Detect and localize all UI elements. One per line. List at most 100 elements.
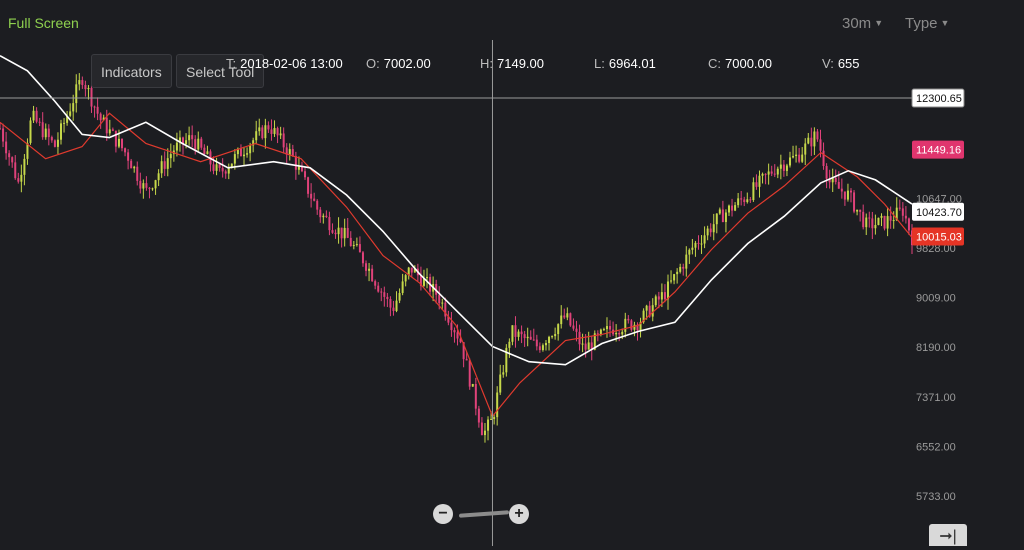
candle-body: [44, 128, 47, 138]
candle-body: [676, 271, 679, 275]
candle-body: [660, 292, 663, 300]
candle-body: [737, 198, 740, 206]
chevron-down-icon: ▼: [874, 18, 884, 28]
candle-body: [889, 216, 892, 221]
candle-body: [502, 372, 505, 375]
candle-body: [282, 133, 285, 148]
ma-slow-line: [0, 54, 913, 366]
candle-body: [252, 140, 255, 146]
candle-body: [276, 128, 279, 136]
candle-body: [236, 148, 239, 155]
candle-body: [700, 243, 703, 245]
candle-body: [731, 205, 734, 211]
exit-icon[interactable]: ➞|: [929, 524, 967, 546]
candle-body: [23, 158, 26, 175]
candle-body: [532, 339, 535, 341]
candle-body: [727, 205, 730, 213]
moving-average-layer: [0, 54, 913, 418]
candle-body: [691, 247, 694, 250]
candle-body: [249, 145, 252, 154]
candle-body: [389, 298, 392, 308]
candle-body: [831, 177, 834, 183]
candle-body: [398, 292, 401, 301]
candle-body: [291, 149, 294, 156]
candle-body: [566, 313, 569, 318]
candle-body: [505, 347, 508, 373]
candle-body: [166, 158, 169, 169]
candle-body: [743, 199, 746, 203]
candle-body: [825, 166, 828, 179]
candle-body: [795, 154, 798, 157]
candle-body: [694, 242, 697, 248]
candle-body: [377, 285, 380, 292]
candle-body: [14, 162, 17, 179]
candle-body: [517, 331, 520, 337]
candle-body: [41, 122, 44, 138]
ohlc-low: L: 6964.01: [594, 56, 656, 71]
candle-body: [474, 384, 477, 409]
candle-body: [145, 183, 148, 188]
candle-body: [584, 343, 587, 350]
candle-body: [328, 217, 331, 231]
candle-body: [169, 154, 172, 159]
candle-body: [130, 160, 133, 169]
candle-body: [2, 128, 5, 142]
candle-body: [636, 324, 639, 331]
candle-body: [529, 336, 532, 340]
candle-body: [679, 266, 682, 272]
candle-body: [493, 417, 496, 419]
ohlc-open: O: 7002.00: [366, 56, 431, 71]
ma-fast-line: [0, 112, 913, 418]
candle-body: [35, 110, 38, 122]
candle-body: [596, 333, 599, 335]
candle-body: [63, 122, 66, 124]
zoom-out-button[interactable]: −: [433, 504, 453, 524]
candle-body: [511, 325, 514, 342]
candle-body: [673, 274, 676, 281]
candle-body: [706, 228, 709, 236]
candle-body: [297, 166, 300, 170]
candle-body: [60, 123, 63, 140]
candle-body: [383, 292, 386, 297]
candle-body: [572, 325, 575, 329]
candle-body: [355, 244, 358, 246]
candle-body: [422, 278, 425, 286]
candle-body: [178, 137, 181, 143]
candle-body: [175, 142, 178, 151]
candle-body: [782, 164, 785, 171]
candle-body: [767, 171, 770, 175]
candle-body: [898, 207, 901, 209]
candle-body: [17, 178, 20, 182]
candle-body: [904, 215, 907, 219]
candle-body: [288, 149, 291, 155]
candle-body: [0, 128, 1, 130]
price-axis: 12285.0010647.009828.009009.008190.00737…: [911, 88, 965, 503]
candle-body: [273, 128, 276, 134]
interval-dropdown[interactable]: 30m ▼: [842, 15, 883, 32]
zoom-in-button[interactable]: +: [509, 504, 529, 524]
candle-body: [438, 294, 441, 304]
candle-body: [602, 329, 605, 331]
candle-body: [724, 212, 727, 223]
candle-body: [307, 177, 310, 194]
candle-body: [886, 216, 889, 229]
full-screen-button[interactable]: Full Screen: [8, 15, 79, 31]
candle-body: [124, 148, 127, 153]
candle-body: [221, 167, 224, 172]
select-tool-button[interactable]: Select Tool: [176, 54, 265, 88]
chart-type-dropdown[interactable]: Type ▼: [905, 15, 949, 32]
candle-body: [212, 164, 215, 171]
candle-body: [657, 296, 660, 300]
price-tag: [911, 88, 965, 108]
candle-body: [11, 157, 14, 163]
candle-body: [462, 342, 465, 360]
y-tick-label: 5733.00: [916, 491, 956, 503]
candle-body: [105, 117, 108, 134]
price-tag: [912, 227, 964, 246]
price-tag-label: 11449.16: [916, 145, 961, 157]
candle-body: [685, 254, 688, 269]
chart-type-label: Type: [905, 15, 938, 32]
candle-body: [182, 137, 185, 145]
indicators-button[interactable]: Indicators: [91, 54, 172, 88]
